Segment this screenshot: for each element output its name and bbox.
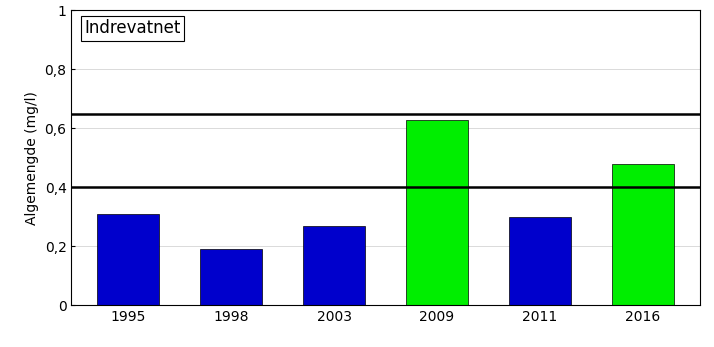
Y-axis label: Algemengde (mg/l): Algemengde (mg/l) — [25, 91, 39, 225]
Bar — [509, 217, 571, 305]
Bar — [612, 164, 674, 305]
Bar — [406, 119, 468, 305]
Bar — [97, 214, 159, 305]
Bar — [200, 249, 262, 305]
Text: Indrevatnet: Indrevatnet — [84, 19, 181, 37]
Bar — [303, 226, 365, 305]
